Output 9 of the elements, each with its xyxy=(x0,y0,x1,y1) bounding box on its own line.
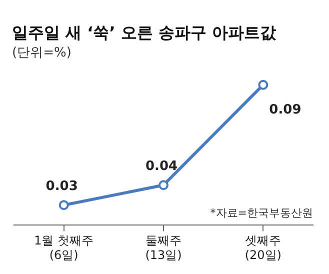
x-tick-label: 셋째주 (20일) xyxy=(244,234,282,262)
chart-title: 일주일 새 ‘쑥’ 오른 송파구 아파트값 xyxy=(12,22,278,42)
x-tick-label: 둘째주 (13일) xyxy=(145,234,182,262)
data-label: 0.03 xyxy=(46,179,78,194)
data-label: 0.04 xyxy=(145,158,178,174)
text: *자료=한국부동산원 xyxy=(210,206,313,220)
x-tick-label: 1월 첫째주 (6일) xyxy=(34,234,94,262)
chart-subtitle: (단위=%) xyxy=(12,45,72,60)
data-label: 0.09 xyxy=(269,102,302,118)
